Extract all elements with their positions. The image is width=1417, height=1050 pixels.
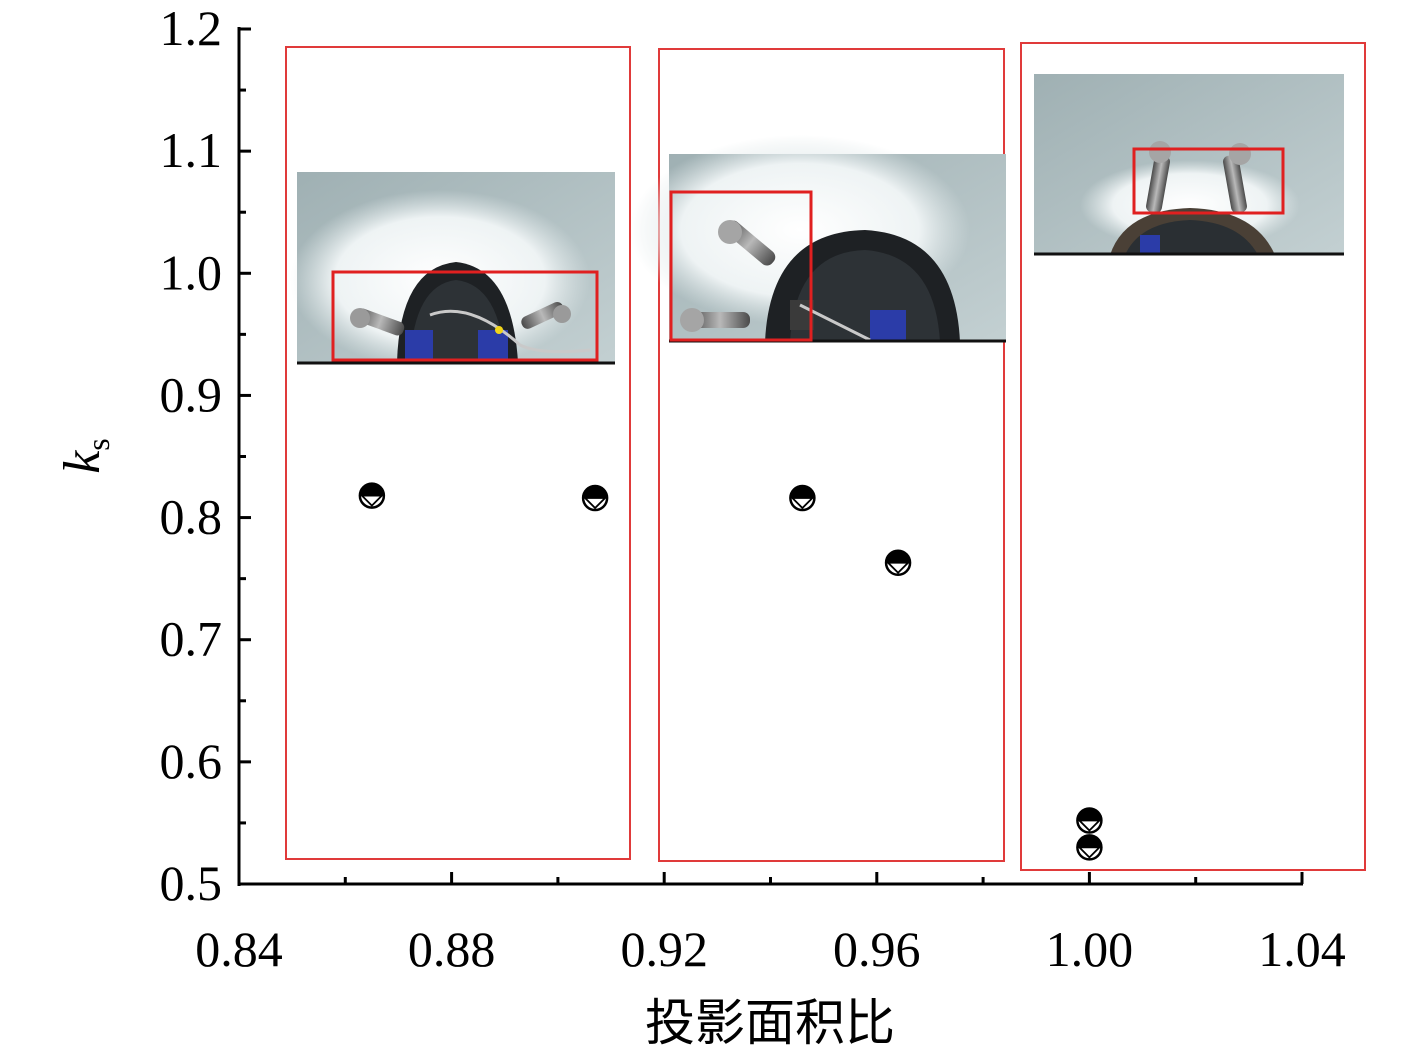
- x-tick-label: 0.88: [408, 921, 496, 977]
- x-tick-labels: 0.84 0.88 0.92 0.96 1.00 1.04: [195, 921, 1346, 977]
- y-axis-title-sub: s: [80, 438, 116, 450]
- group-boxes: [285, 42, 1366, 871]
- y-tick-label: 0.7: [160, 611, 223, 667]
- y-ticks: [239, 27, 251, 886]
- x-tick-label: 1.04: [1258, 921, 1346, 977]
- data-point: [1076, 834, 1103, 861]
- y-tick-label: 0.9: [160, 366, 223, 422]
- y-tick-label: 0.8: [160, 489, 223, 545]
- photo-inset-1: [290, 172, 615, 370]
- data-points: [358, 482, 1103, 861]
- group-box-3: [1020, 42, 1366, 871]
- data-point: [789, 484, 816, 512]
- photo-inset-2: [630, 135, 1006, 343]
- x-tick-label: 1.00: [1046, 921, 1134, 977]
- x-ticks: [237, 872, 1304, 884]
- y-tick-label: 0.6: [160, 733, 223, 789]
- svg-text:ks: ks: [54, 438, 116, 474]
- group-box-1: [285, 46, 631, 860]
- y-tick-label: 1.0: [160, 244, 223, 300]
- data-point: [1076, 807, 1103, 834]
- y-axis-title: ks: [54, 438, 116, 474]
- y-tick-label: 1.2: [160, 0, 223, 56]
- y-tick-labels: 0.5 0.6 0.7 0.8 0.9 1.0 1.1 1.2: [160, 0, 223, 911]
- data-point: [358, 482, 386, 509]
- x-tick-label: 0.96: [833, 921, 921, 977]
- y-tick-label: 1.1: [160, 122, 223, 178]
- axes: [237, 27, 1304, 886]
- data-point: [581, 484, 609, 512]
- x-tick-label: 0.84: [195, 921, 283, 977]
- y-tick-label: 0.5: [160, 855, 223, 911]
- group-box-2: [658, 48, 1005, 862]
- x-axis-title: 投影面积比: [645, 994, 895, 1050]
- photo-inset-3: [1034, 74, 1344, 256]
- data-point: [884, 549, 912, 577]
- y-axis-title-main: k: [54, 450, 111, 474]
- x-tick-label: 0.92: [620, 921, 708, 977]
